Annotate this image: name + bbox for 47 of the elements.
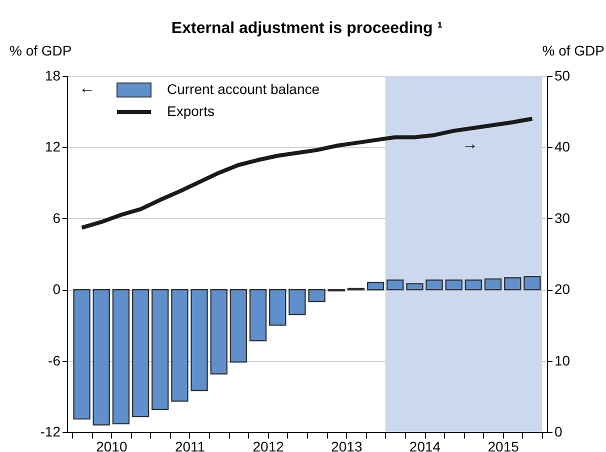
bar [308, 289, 326, 302]
annotation: ← [79, 80, 95, 97]
y-tick-label: 0 [52, 281, 61, 298]
bar [288, 289, 306, 316]
bar [230, 289, 248, 363]
bar [171, 289, 188, 402]
bar [484, 278, 502, 290]
bar [445, 280, 462, 290]
y2-tick-label: 50 [554, 68, 570, 84]
x-tick-label: 2010 [96, 438, 128, 452]
bar [152, 289, 169, 410]
y-tick-label: 6 [52, 210, 61, 226]
legend-label: Current account balance [167, 81, 320, 97]
x-tick-label: 2011 [174, 438, 206, 452]
y2-tick-label: 30 [554, 210, 570, 226]
y2-tick-label: 20 [554, 281, 570, 298]
x-tick-label: 2012 [252, 438, 284, 452]
bar [112, 289, 130, 424]
bar [524, 276, 541, 290]
x-tick-label: 2013 [331, 438, 362, 452]
x-tick-label: 2015 [488, 438, 520, 452]
bar [73, 289, 90, 420]
y-tick-label: 12 [44, 138, 61, 155]
y-tick-label: -6 [48, 352, 61, 368]
bar [249, 289, 267, 342]
y-tick-label: 18 [44, 68, 61, 84]
bar [406, 283, 424, 290]
y2-tick-label: 40 [554, 138, 570, 155]
chart-title: External adjustment is proceeding ¹ [171, 20, 443, 37]
bar [464, 280, 482, 290]
y-axis-title: % of GDP [10, 42, 72, 58]
bar [269, 289, 286, 326]
bar [92, 289, 110, 426]
bar [190, 289, 208, 392]
bar [366, 282, 384, 290]
bar [504, 277, 522, 290]
annotation: → [462, 136, 478, 153]
y2-axis-title: % of GDP [542, 42, 604, 58]
bar [210, 289, 228, 374]
bar [132, 289, 150, 418]
y-tick-label: -12 [40, 424, 61, 440]
legend-label: Exports [167, 103, 214, 119]
y2-tick-label: 10 [554, 352, 570, 368]
bar [426, 280, 443, 290]
x-tick-label: 2014 [409, 438, 441, 452]
y2-tick-label: 0 [554, 424, 562, 440]
bar [386, 280, 404, 290]
